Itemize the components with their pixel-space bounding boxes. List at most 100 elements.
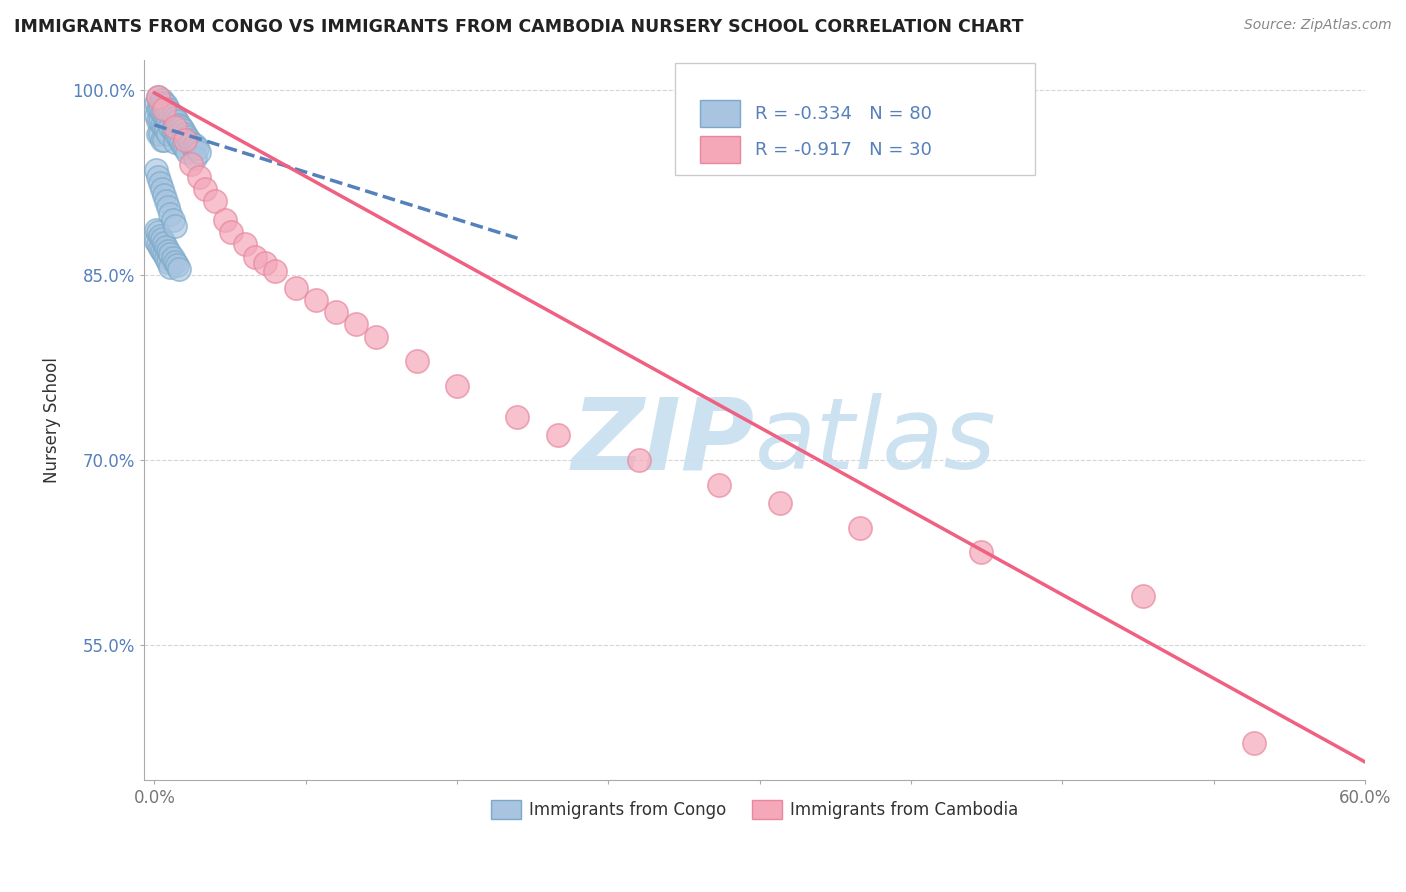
Point: [148, 225, 170, 239]
Point: [187, 145, 209, 159]
Text: ZIP: ZIP: [571, 393, 755, 490]
Point: [284, 280, 307, 294]
Point: [167, 262, 190, 277]
Legend: Immigrants from Congo, Immigrants from Cambodia: Immigrants from Congo, Immigrants from C…: [484, 794, 1025, 826]
Point: [254, 256, 277, 270]
Point: [159, 120, 181, 135]
Point: [157, 254, 180, 268]
Point: [145, 95, 167, 110]
Point: [149, 176, 172, 190]
Point: [849, 521, 872, 535]
Point: [149, 228, 172, 243]
Point: [155, 194, 177, 209]
Point: [155, 240, 177, 254]
Point: [163, 120, 186, 135]
Point: [769, 496, 792, 510]
Point: [153, 247, 176, 261]
Point: [157, 244, 180, 258]
Point: [204, 194, 226, 209]
Point: [709, 477, 731, 491]
Point: [264, 264, 287, 278]
Point: [173, 141, 195, 155]
Point: [148, 169, 170, 184]
Point: [157, 127, 180, 141]
Point: [169, 135, 191, 149]
Point: [627, 453, 650, 467]
Point: [155, 111, 177, 125]
Point: [176, 145, 198, 159]
Point: [159, 260, 181, 274]
Point: [172, 123, 194, 137]
Point: [149, 102, 172, 116]
Point: [153, 95, 176, 110]
Point: [159, 105, 181, 120]
Point: [166, 128, 188, 143]
Text: R = -0.917   N = 30: R = -0.917 N = 30: [755, 141, 931, 159]
Bar: [700, 100, 740, 128]
Point: [970, 545, 993, 559]
Point: [152, 182, 174, 196]
Point: [159, 206, 181, 220]
Point: [148, 114, 170, 128]
Point: [149, 127, 172, 141]
Point: [506, 409, 529, 424]
Point: [167, 131, 190, 145]
Point: [305, 293, 328, 307]
Point: [157, 201, 180, 215]
Point: [162, 108, 184, 122]
Point: [1243, 736, 1265, 750]
Point: [153, 120, 176, 135]
Point: [153, 236, 176, 251]
Point: [194, 182, 217, 196]
Point: [145, 222, 167, 236]
Point: [214, 212, 236, 227]
Point: [152, 93, 174, 107]
Point: [245, 250, 267, 264]
Point: [162, 251, 184, 265]
Point: [180, 157, 202, 171]
Point: [172, 138, 194, 153]
Point: [173, 133, 195, 147]
Point: [145, 163, 167, 178]
Point: [153, 102, 176, 116]
Point: [153, 108, 176, 122]
Point: [233, 237, 256, 252]
Point: [153, 188, 176, 202]
Point: [163, 254, 186, 268]
Point: [148, 89, 170, 103]
Point: [152, 232, 174, 246]
Point: [148, 237, 170, 252]
Point: [149, 241, 172, 255]
Point: [187, 169, 209, 184]
Point: [446, 379, 468, 393]
Point: [183, 151, 205, 165]
Point: [183, 137, 205, 152]
Point: [155, 251, 177, 265]
Text: IMMIGRANTS FROM CONGO VS IMMIGRANTS FROM CAMBODIA NURSERY SCHOOL CORRELATION CHA: IMMIGRANTS FROM CONGO VS IMMIGRANTS FROM…: [14, 18, 1024, 36]
Point: [162, 123, 184, 137]
Point: [153, 133, 176, 147]
Point: [177, 133, 200, 147]
Text: atlas: atlas: [755, 393, 997, 490]
Point: [157, 114, 180, 128]
Point: [152, 133, 174, 147]
Bar: [700, 136, 740, 163]
Point: [181, 140, 204, 154]
Point: [152, 105, 174, 120]
Point: [155, 123, 177, 137]
Point: [163, 219, 186, 233]
Text: Source: ZipAtlas.com: Source: ZipAtlas.com: [1244, 18, 1392, 32]
Point: [148, 89, 170, 103]
Point: [149, 114, 172, 128]
Point: [167, 118, 190, 132]
Point: [169, 120, 191, 135]
FancyBboxPatch shape: [675, 63, 1035, 175]
Point: [186, 141, 208, 155]
Point: [366, 330, 388, 344]
Point: [148, 127, 170, 141]
Point: [159, 247, 181, 261]
Point: [152, 118, 174, 132]
Point: [219, 225, 242, 239]
Point: [149, 95, 172, 110]
Point: [163, 111, 186, 125]
